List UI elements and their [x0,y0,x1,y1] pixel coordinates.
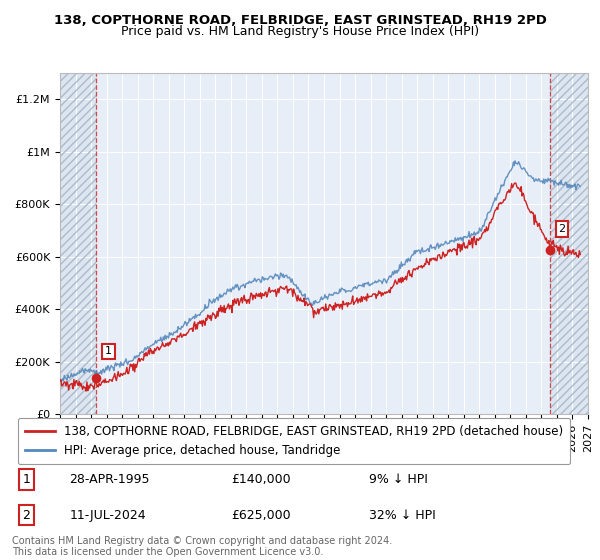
Text: 1: 1 [22,473,31,486]
Text: 1: 1 [105,346,112,356]
Text: 28-APR-1995: 28-APR-1995 [70,473,150,486]
Legend: 138, COPTHORNE ROAD, FELBRIDGE, EAST GRINSTEAD, RH19 2PD (detached house), HPI: : 138, COPTHORNE ROAD, FELBRIDGE, EAST GRI… [18,418,570,464]
Text: Price paid vs. HM Land Registry's House Price Index (HPI): Price paid vs. HM Land Registry's House … [121,25,479,38]
Text: 2: 2 [559,224,566,234]
Bar [550,73,588,414]
Bar [60,73,96,414]
Text: 9% ↓ HPI: 9% ↓ HPI [369,473,428,486]
Text: 32% ↓ HPI: 32% ↓ HPI [369,508,436,522]
Text: 138, COPTHORNE ROAD, FELBRIDGE, EAST GRINSTEAD, RH19 2PD: 138, COPTHORNE ROAD, FELBRIDGE, EAST GRI… [53,14,547,27]
Text: 2: 2 [22,508,31,522]
Text: Contains HM Land Registry data © Crown copyright and database right 2024.
This d: Contains HM Land Registry data © Crown c… [12,535,392,557]
Bar [550,73,588,414]
Text: £625,000: £625,000 [231,508,290,522]
Text: £140,000: £140,000 [231,473,290,486]
Text: 11-JUL-2024: 11-JUL-2024 [70,508,146,522]
Bar [60,73,96,414]
